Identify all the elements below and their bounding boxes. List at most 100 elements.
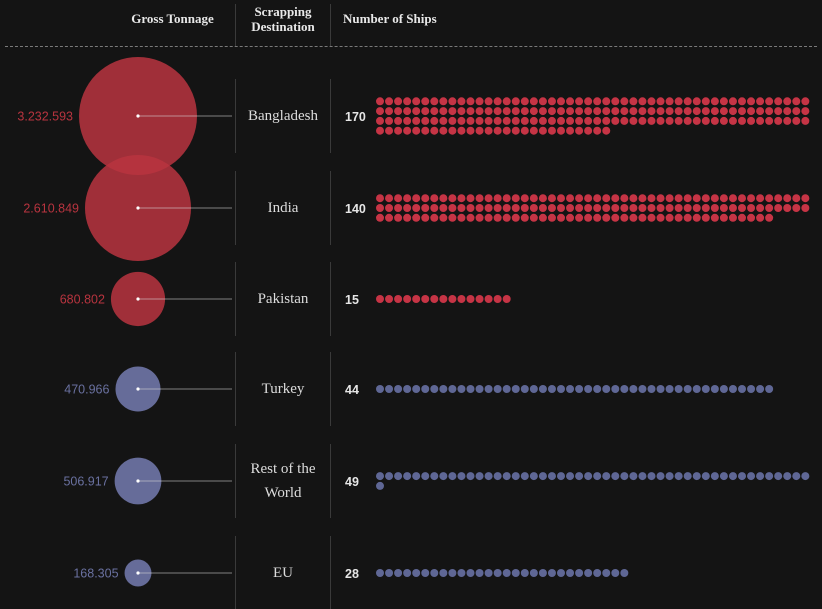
ship-dot [602, 194, 611, 203]
ship-dot [394, 385, 403, 393]
ship-dot [575, 126, 584, 135]
tonnage-value: 3.232.593 [17, 110, 73, 124]
ship-dot [801, 194, 810, 203]
ship-dot [747, 194, 756, 203]
ship-dot [475, 472, 484, 481]
ship-dot [448, 126, 457, 135]
ship-dot [701, 385, 710, 393]
ship-dot [547, 213, 556, 222]
ship-dot [756, 204, 765, 212]
ship-dot [557, 569, 565, 577]
ship-dot [665, 204, 674, 212]
ship-dot [511, 472, 520, 481]
ship-dot [448, 385, 457, 393]
ship-dot [683, 97, 692, 106]
destination-label: Rest of the World [250, 461, 316, 501]
ship-dot [385, 107, 394, 116]
ship-dot [520, 116, 529, 125]
header-divider [330, 4, 331, 46]
ship-dot [538, 116, 547, 125]
ship-dot [719, 194, 728, 203]
ship-dot [747, 97, 756, 106]
ship-dot [421, 385, 430, 393]
ship-dot [674, 107, 683, 116]
ship-dot [520, 107, 529, 116]
ship-count: 28 [345, 567, 359, 581]
ship-dot [774, 472, 783, 481]
ship-dot [566, 213, 575, 222]
ship-dot [439, 472, 448, 481]
ship-dot [430, 204, 439, 212]
ship-dot [448, 204, 457, 212]
ship-dot [801, 97, 810, 106]
ship-dot [421, 295, 430, 303]
ship-dot [484, 204, 493, 212]
ship-dot [538, 213, 547, 222]
ship-dot [738, 194, 746, 203]
ship-dot [475, 385, 484, 393]
ship-dot [647, 97, 656, 106]
bubble-center-dot [136, 114, 140, 118]
ship-dot [575, 97, 584, 106]
ship-dot [620, 194, 629, 203]
ship-dot [765, 194, 774, 203]
ship-dot [584, 569, 593, 577]
ship-dot [602, 569, 611, 577]
ship-dot [629, 97, 638, 106]
ship-dot [511, 204, 520, 212]
ship-dot [719, 385, 728, 393]
ship-dot [602, 385, 611, 393]
ship-dot [557, 126, 565, 135]
ship-dot [376, 97, 384, 106]
ship-dot [529, 194, 538, 203]
ship-dot [792, 472, 801, 481]
ship-dot [394, 295, 403, 303]
ship-dot [575, 472, 584, 481]
ship-dot [747, 385, 756, 393]
ship-dot [529, 107, 538, 116]
ship-dot [665, 97, 674, 106]
ship-dot [692, 204, 701, 212]
ship-dot [448, 194, 457, 203]
tonnage-value: 680.802 [60, 293, 105, 307]
ship-count: 15 [345, 293, 359, 307]
ship-dot [801, 204, 810, 212]
ship-dot [502, 126, 511, 135]
ship-dot [747, 107, 756, 116]
ship-dot [665, 116, 674, 125]
ship-dot [656, 97, 665, 106]
ship-dot [502, 569, 511, 577]
ship-dot [557, 107, 565, 116]
ship-dot [484, 116, 493, 125]
ship-dot [692, 472, 701, 481]
ship-dot [792, 107, 801, 116]
ship-dot [448, 569, 457, 577]
ship-dot [701, 472, 710, 481]
ship-dot [448, 116, 457, 125]
ship-dot [701, 97, 710, 106]
ship-dot [774, 97, 783, 106]
ship-dot [701, 213, 710, 222]
ship-dot [475, 295, 484, 303]
ship-dot [638, 194, 647, 203]
ship-dot [701, 194, 710, 203]
ship-dot [593, 116, 602, 125]
ship-dot [484, 472, 493, 481]
ship-dot [629, 107, 638, 116]
destination-label: Pakistan [257, 291, 309, 307]
ship-dot [502, 204, 511, 212]
ship-dot [584, 126, 593, 135]
ship-dot [566, 385, 575, 393]
ship-dot [638, 116, 647, 125]
ship-dot [466, 97, 475, 106]
ship-dot [448, 107, 457, 116]
ship-dot [765, 97, 774, 106]
ship-dot [783, 472, 792, 481]
ship-dot [430, 126, 439, 135]
ship-dot [738, 116, 746, 125]
ship-dot [566, 472, 575, 481]
ship-dot [557, 472, 565, 481]
ship-dot [593, 126, 602, 135]
ship-dot [692, 107, 701, 116]
ship-dot [719, 107, 728, 116]
